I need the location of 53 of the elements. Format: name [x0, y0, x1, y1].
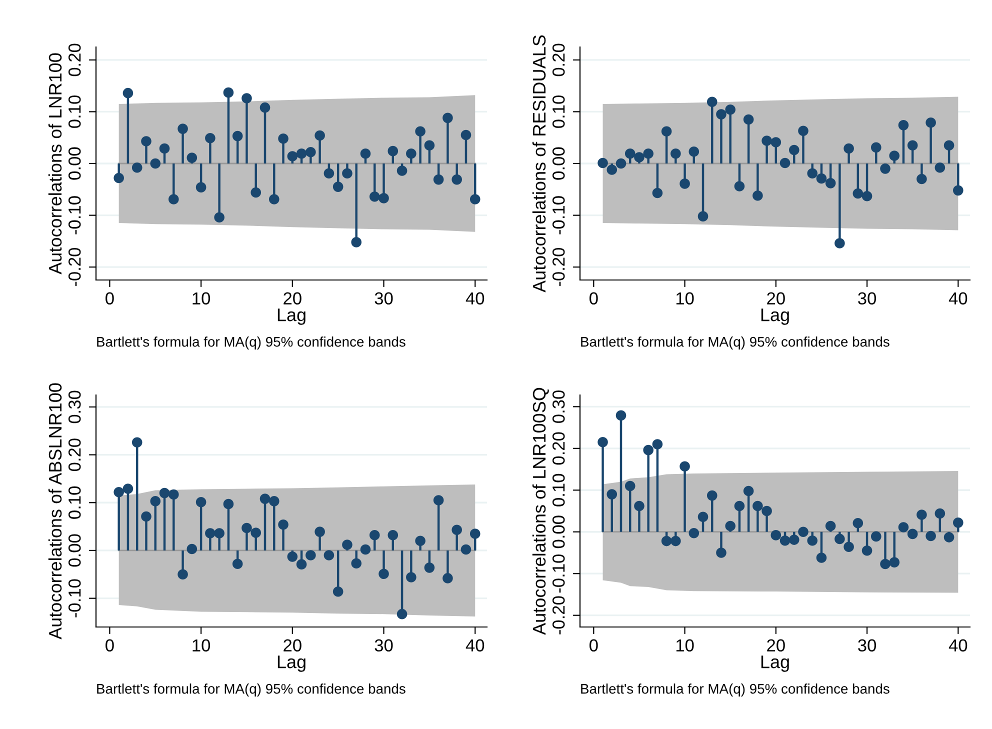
- text: Bartlett's formula for MA(q) 95% confidence bands: [97, 684, 406, 696]
- x-tick-label: 30: [858, 292, 876, 305]
- x-tick-label: 40: [948, 292, 968, 305]
- text: Bartlett's formula for MA(q) 95% confidence bands: [581, 684, 890, 696]
- text: Bartlett's formula for MA(q) 95% confidence bands: [581, 336, 890, 350]
- x-tick-label: 40: [466, 639, 484, 652]
- x-tick-label: 40: [466, 292, 484, 305]
- y-tick-label: 0.00: [68, 534, 81, 567]
- y-tick-label: -0.10: [68, 196, 81, 234]
- y-axis-title: Autocorrelations of LNR100: [48, 53, 62, 274]
- x-tick-label: 10: [192, 292, 210, 305]
- x-tick-label: 10: [676, 639, 694, 652]
- y-tick-label: 0.00: [68, 147, 81, 180]
- y-tick-label: 0.00: [552, 147, 565, 180]
- x-axis-title: Lag: [278, 656, 306, 672]
- y-tick-label: 0.20: [552, 432, 565, 465]
- x-tick-label: 0: [106, 292, 114, 305]
- x-tick-label: 20: [284, 639, 302, 652]
- x-tick-label: 20: [284, 292, 302, 305]
- y-tick-label: 0.30: [68, 390, 81, 424]
- y-axis-title: Autocorrelations of RESIDUALS: [532, 35, 546, 292]
- y-tick-label: -0.10: [552, 196, 565, 234]
- x-tick-label: 30: [858, 639, 876, 652]
- x-tick-label: 10: [676, 292, 694, 305]
- y-tick-label: -0.10: [552, 554, 565, 593]
- x-tick-label: 20: [767, 292, 785, 305]
- y-tick-label: 0.20: [552, 44, 565, 76]
- y-tick-label: 0.10: [552, 474, 565, 506]
- x-tick-label: 0: [590, 292, 598, 305]
- y-tick-label: -0.20: [552, 248, 565, 286]
- y-tick-label: -0.20: [552, 596, 565, 634]
- x-tick-label: 30: [374, 292, 393, 305]
- y-tick-label: 0.10: [68, 96, 81, 128]
- y-axis-title: Autocorrelations of LNR100SQ: [532, 388, 549, 635]
- y-axis-title: Autocorrelations of ABSLNR100: [48, 383, 62, 640]
- x-tick-label: 10: [192, 639, 210, 652]
- y-tick-label: -0.20: [68, 248, 81, 286]
- y-tick-label: 0.00: [552, 516, 565, 548]
- y-tick-label: 0.30: [552, 390, 565, 423]
- y-tick-label: -0.10: [68, 579, 81, 618]
- y-tick-label: 0.20: [68, 438, 81, 472]
- x-axis-title: Lag: [761, 308, 789, 325]
- x-axis-title: Lag: [761, 656, 789, 672]
- x-axis-title: Lag: [278, 308, 306, 325]
- y-tick-label: 0.10: [68, 486, 81, 519]
- y-tick-label: 0.20: [68, 44, 81, 76]
- text: Bartlett's formula for MA(q) 95% confidence bands: [97, 336, 406, 350]
- y-tick-label: 0.10: [552, 96, 565, 128]
- x-tick-label: 0: [106, 639, 114, 652]
- x-tick-label: 40: [948, 639, 968, 652]
- x-tick-label: 20: [767, 639, 785, 652]
- x-tick-label: 0: [590, 639, 598, 652]
- x-tick-label: 30: [374, 639, 393, 652]
